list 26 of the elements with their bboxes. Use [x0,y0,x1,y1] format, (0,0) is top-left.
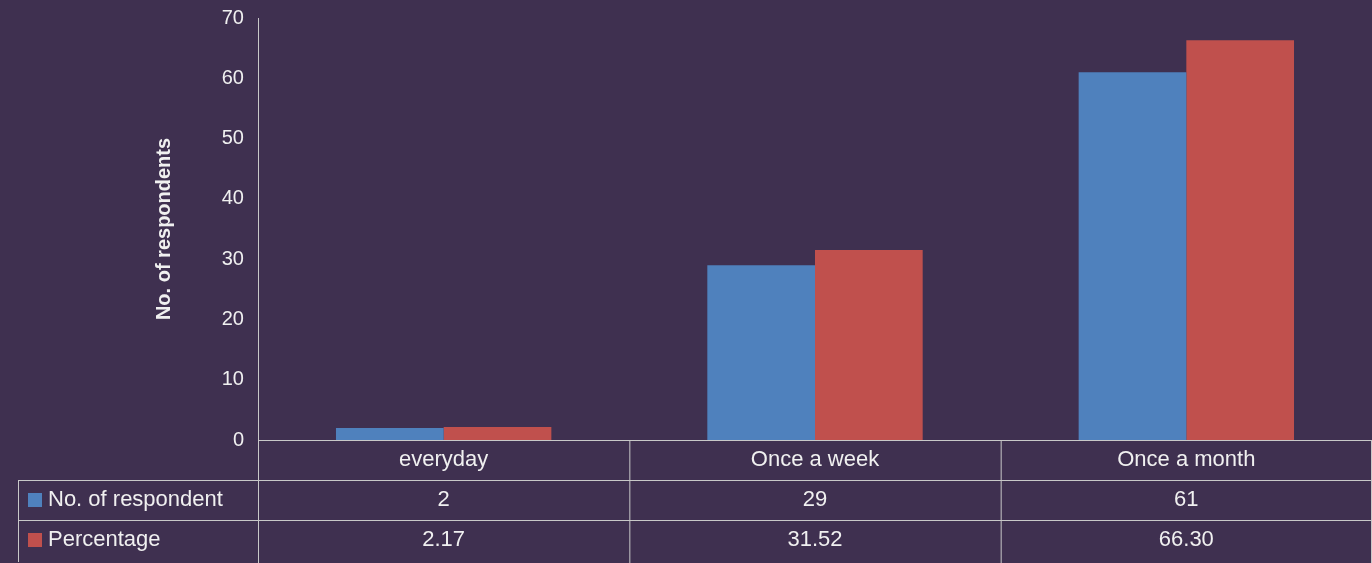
y-tick-label: 30 [221,246,244,269]
data-label: 31.52 [787,526,843,552]
bar [707,265,815,440]
y-tick-label: 60 [221,65,244,88]
x-tick-label: Once a month [1117,446,1256,472]
y-axis-title: No. of respondents [151,137,174,321]
bar [443,426,552,440]
data-label: 66.30 [1158,526,1214,552]
data-label: 2 [437,486,450,512]
bar [1078,72,1187,440]
data-label: 29 [802,486,828,512]
bar [1186,40,1295,440]
bar [335,427,444,440]
y-tick-label: 40 [221,186,244,209]
legend-label: Percentage [48,526,161,552]
y-tick-label: 20 [221,306,244,329]
data-label: 2.17 [422,526,466,552]
y-tick-label: 50 [221,126,244,149]
x-tick-label: Once a week [750,446,881,472]
bar [815,249,923,440]
x-tick-label: everyday [399,446,489,472]
legend-label: No. of respondent [48,486,223,512]
y-tick-label: 0 [232,427,244,450]
y-tick-label: 10 [221,367,244,390]
y-tick-label: 70 [221,5,244,28]
data-label: 61 [1174,486,1199,512]
